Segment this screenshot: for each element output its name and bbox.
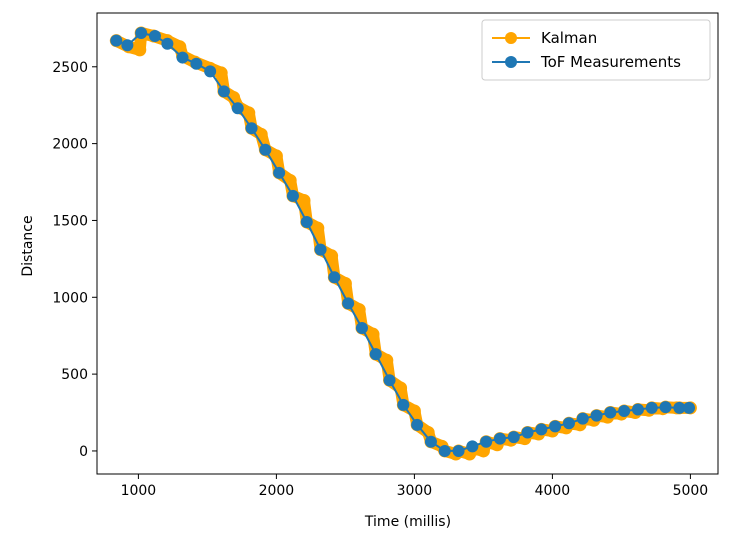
tof-point [683, 401, 696, 414]
tof-point [397, 398, 410, 411]
kalman-point [380, 353, 394, 367]
tof-point [176, 51, 189, 64]
x-tick-label: 5000 [673, 483, 709, 499]
tof-point [259, 143, 272, 156]
y-tick-label: 1000 [52, 290, 88, 306]
tof-point [273, 166, 286, 179]
kalman-point [133, 43, 147, 57]
tof-point [231, 102, 244, 115]
tof-point [110, 34, 123, 47]
x-tick-label: 3000 [397, 483, 433, 499]
tof-point [328, 271, 341, 284]
tof-point [549, 420, 562, 433]
kalman-point [297, 193, 311, 207]
legend-tof-marker [505, 56, 517, 68]
tof-point [618, 404, 631, 417]
tof-point [507, 431, 520, 444]
y-tick-label: 500 [61, 367, 88, 383]
kalman-point [311, 221, 325, 235]
tof-point [411, 418, 424, 431]
kalman-point [338, 276, 352, 290]
tof-point [121, 39, 134, 52]
tof-point [300, 215, 313, 228]
tof-point [286, 189, 299, 202]
tof-point [424, 435, 437, 448]
axes: 1000 2000 3000 4000 5000 0 500 1000 1500 2000 2500 [52, 12, 719, 499]
kalman-point [407, 404, 421, 418]
tof-point [590, 409, 603, 422]
tof-point [190, 57, 203, 70]
tof-point [369, 348, 382, 361]
kalman-point [394, 381, 408, 395]
kalman-point [242, 106, 256, 120]
y-axis-label: Distance [20, 215, 36, 276]
tof-point [576, 412, 589, 425]
tof-point [161, 37, 174, 50]
plot-frame [96, 12, 719, 475]
series-tof [110, 26, 696, 457]
tof-point [673, 401, 686, 414]
tof-point [604, 406, 617, 419]
x-tick-label: 2000 [259, 483, 295, 499]
legend-kalman-label: Kalman [541, 29, 597, 47]
tof-point [493, 432, 506, 445]
legend-tof-label: ToF Measurements [540, 53, 681, 71]
series-kalman [109, 26, 697, 461]
x-tick-label: 4000 [535, 483, 571, 499]
kalman-point [214, 66, 228, 80]
x-axis-label: Time (millis) [364, 514, 451, 530]
tof-point [645, 401, 658, 414]
tof-point [631, 403, 644, 416]
y-tick-label: 0 [79, 444, 88, 460]
tof-point [659, 401, 672, 414]
legend-kalman-marker [505, 32, 517, 44]
tof-point [562, 417, 575, 430]
tof-point [383, 374, 396, 387]
kalman-point [325, 249, 339, 263]
tof-point [204, 65, 217, 78]
kalman-point [366, 327, 380, 341]
tof-point [480, 435, 493, 448]
tof-point [466, 440, 479, 453]
tof-point [355, 322, 368, 335]
tof-point [245, 122, 258, 135]
legend: Kalman ToF Measurements [481, 19, 711, 81]
tof-point [217, 85, 230, 98]
kalman-point [283, 173, 297, 187]
legend-box [481, 19, 711, 81]
tof-point [314, 243, 327, 256]
tof-point [452, 444, 465, 457]
tof-point [135, 26, 148, 39]
tof-point [535, 423, 548, 436]
plot-area [109, 26, 697, 461]
kalman-point [269, 149, 283, 163]
y-tick-label: 2500 [52, 60, 88, 76]
tof-point [521, 426, 534, 439]
tof-point [148, 30, 161, 43]
tof-point [438, 444, 451, 457]
y-tick-label: 1500 [52, 213, 88, 229]
x-tick-label: 1000 [121, 483, 157, 499]
tof-point [342, 297, 355, 310]
kalman-point [352, 303, 366, 317]
y-tick-label: 2000 [52, 137, 88, 153]
